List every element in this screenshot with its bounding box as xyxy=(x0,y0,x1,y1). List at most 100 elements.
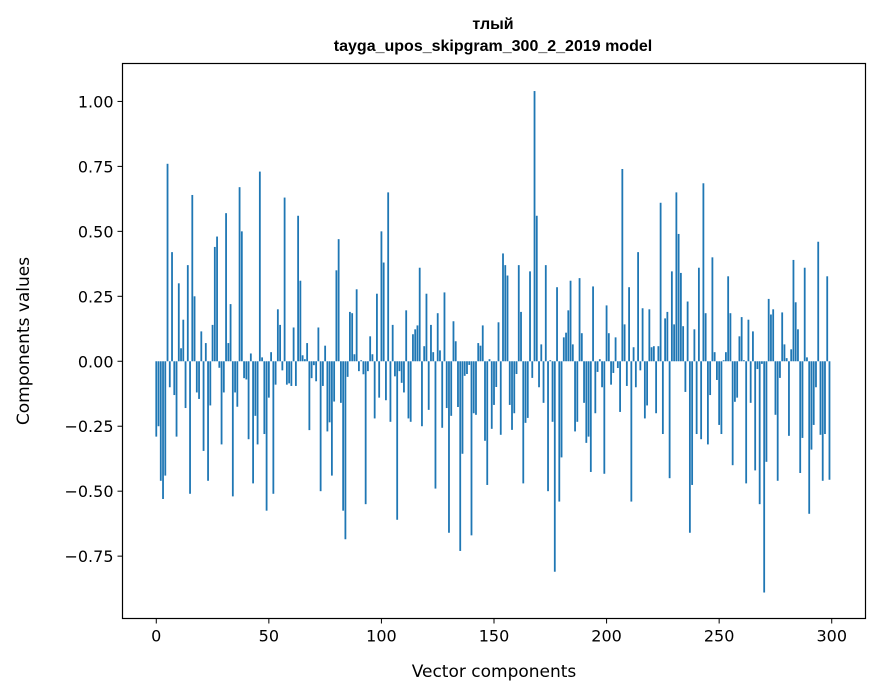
bar-component-72 xyxy=(317,327,320,362)
bar-component-157 xyxy=(508,361,511,405)
bar-component-197 xyxy=(598,359,601,362)
bar-component-20 xyxy=(200,331,203,362)
bar-component-24 xyxy=(209,361,212,406)
bar-component-144 xyxy=(479,345,482,362)
bar-component-146 xyxy=(484,361,486,441)
bar-component-80 xyxy=(335,270,338,362)
bar-component-88 xyxy=(353,354,356,362)
bar-component-173 xyxy=(544,265,547,362)
bar-component-105 xyxy=(391,324,394,362)
bar-component-275 xyxy=(774,361,777,415)
bar-component-74 xyxy=(321,361,324,386)
bar-component-96 xyxy=(371,354,374,362)
bar-component-187 xyxy=(576,361,579,422)
bar-component-125 xyxy=(436,313,439,362)
bar-component-66 xyxy=(303,359,306,362)
y-tick-label: 0.25 xyxy=(78,287,114,306)
bar-component-214 xyxy=(637,252,639,362)
bar-component-149 xyxy=(490,361,493,429)
bar-component-166 xyxy=(529,271,531,362)
bar-component-184 xyxy=(569,280,572,362)
bar-component-101 xyxy=(382,262,385,362)
bar-component-159 xyxy=(513,361,516,414)
bar-component-42 xyxy=(249,353,252,362)
bar-component-45 xyxy=(256,361,259,445)
bar-component-21 xyxy=(202,361,205,451)
bar-component-253 xyxy=(725,352,727,362)
bar-component-75 xyxy=(324,345,327,362)
bar-component-12 xyxy=(182,319,185,362)
bar-component-104 xyxy=(389,361,392,422)
bar-component-83 xyxy=(342,361,345,511)
bar-component-5 xyxy=(166,163,169,362)
bar-component-239 xyxy=(693,329,696,362)
bar-component-168 xyxy=(533,91,536,362)
bar-component-52 xyxy=(272,361,275,494)
bar-component-257 xyxy=(734,361,736,402)
bar-component-185 xyxy=(571,344,574,362)
x-axis-label: Vector components xyxy=(412,662,577,682)
bar-component-204 xyxy=(614,337,617,362)
bar-component-16 xyxy=(191,194,194,362)
bar-component-118 xyxy=(421,361,423,427)
bar-component-298 xyxy=(826,276,829,362)
bar-component-294 xyxy=(817,241,820,362)
bar-component-44 xyxy=(254,361,257,416)
bar-component-86 xyxy=(349,311,351,362)
bar-component-54 xyxy=(276,309,279,362)
bar-component-201 xyxy=(607,333,610,362)
bar-component-85 xyxy=(346,361,349,377)
bar-component-15 xyxy=(189,361,191,494)
bar-component-249 xyxy=(715,361,718,380)
bar-component-228 xyxy=(668,361,671,479)
bar-component-93 xyxy=(364,361,367,505)
bar-component-70 xyxy=(312,361,315,366)
bar-component-261 xyxy=(743,360,745,362)
bar-component-295 xyxy=(819,361,822,435)
bar-component-177 xyxy=(553,361,556,572)
bar-component-116 xyxy=(416,325,419,362)
bar-component-6 xyxy=(168,361,171,388)
bar-component-50 xyxy=(267,361,270,398)
bar-component-167 xyxy=(531,361,534,378)
bar-component-58 xyxy=(285,361,288,385)
bar-component-233 xyxy=(679,272,682,362)
bar-component-71 xyxy=(315,361,318,382)
chart-title-line2: tayga_upos_skipgram_300_2_2019 model xyxy=(334,38,652,55)
bar-component-170 xyxy=(538,361,540,388)
bar-component-122 xyxy=(430,324,432,362)
bar-component-76 xyxy=(326,361,329,432)
bar-component-89 xyxy=(355,289,358,362)
bar-component-32 xyxy=(227,343,230,362)
bar-component-212 xyxy=(632,347,635,362)
bar-component-111 xyxy=(405,310,408,362)
bar-component-129 xyxy=(445,361,448,409)
bar-component-115 xyxy=(414,329,417,362)
bar-component-142 xyxy=(475,361,477,415)
bar-component-26 xyxy=(213,246,216,362)
bar-component-230 xyxy=(673,324,676,362)
bar-component-245 xyxy=(706,361,709,445)
bar-component-152 xyxy=(497,322,500,362)
bar-component-221 xyxy=(652,346,655,362)
bar-component-203 xyxy=(612,361,615,373)
bar-component-227 xyxy=(666,311,669,362)
bar-component-174 xyxy=(547,361,549,492)
bar-component-11 xyxy=(180,348,182,362)
bar-component-27 xyxy=(216,236,218,362)
bar-component-210 xyxy=(628,287,630,362)
bar-component-293 xyxy=(815,361,817,388)
bar-component-161 xyxy=(517,265,520,362)
bar-component-236 xyxy=(686,301,689,362)
bar-component-229 xyxy=(670,271,673,362)
bar-component-126 xyxy=(439,350,441,362)
bar-component-134 xyxy=(457,361,459,407)
bar-component-277 xyxy=(779,361,781,378)
bar-component-215 xyxy=(639,361,642,371)
bar-component-69 xyxy=(310,361,313,379)
bar-component-208 xyxy=(623,324,626,362)
bar-component-120 xyxy=(425,293,428,362)
bar-component-265 xyxy=(752,331,754,362)
bar-component-133 xyxy=(454,341,457,362)
bar-component-178 xyxy=(556,287,558,362)
